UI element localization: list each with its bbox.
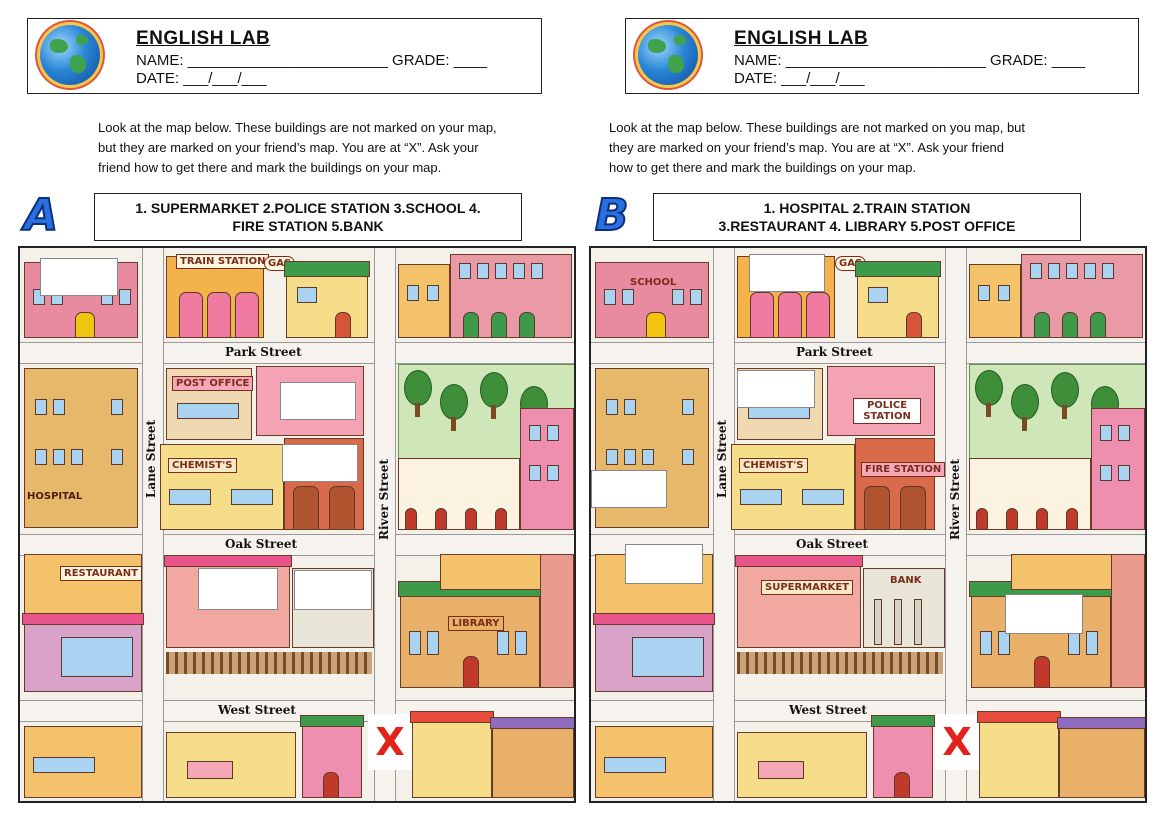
blank-label-box [591, 470, 667, 508]
river-street-label: River Street [377, 459, 391, 540]
houses [410, 711, 494, 798]
river-street-label: River Street [948, 459, 962, 540]
fence [737, 652, 943, 674]
buildings-list: 1. HOSPITAL 2.TRAIN STATION 3.RESTAURANT… [653, 193, 1081, 241]
chemists-sign: CHEMIST'S [739, 458, 808, 473]
chemists-sign: CHEMIST'S [168, 458, 237, 473]
buildings-list: 1. SUPERMARKET 2.POLICE STATION 3.SCHOOL… [94, 193, 522, 241]
houses [977, 711, 1061, 798]
header-box: ENGLISH LAB NAME: ______________________… [27, 18, 542, 94]
building [490, 717, 574, 798]
hospital-building [24, 368, 138, 528]
factory-building [595, 726, 713, 798]
building [737, 732, 867, 798]
post-office-sign: POST OFFICE [172, 376, 254, 391]
building [450, 254, 572, 338]
school-sign: SCHOOL [630, 277, 677, 288]
building [440, 554, 546, 590]
town-map: Park Street Oak Street West Street Lane … [589, 246, 1147, 803]
building [300, 715, 364, 798]
you-are-here-x-mark: X [368, 714, 412, 770]
instructions: Look at the map below. These buildings a… [98, 120, 497, 175]
building [166, 732, 296, 798]
hospital-sign: HOSPITAL [27, 491, 83, 502]
blank-label-box [625, 544, 703, 584]
west-street-label: West Street [218, 703, 296, 717]
library-sign: LIBRARY [448, 616, 504, 631]
houses [398, 458, 520, 530]
train-station-sign: TRAIN STATION [176, 254, 270, 269]
blank-label-box [737, 370, 815, 408]
buildings-list-line1: 1. HOSPITAL 2.TRAIN STATION [763, 200, 971, 216]
blank-label-box [198, 568, 278, 610]
blank-label-box [280, 382, 356, 420]
school-building [595, 262, 709, 338]
gas-building [855, 261, 941, 338]
lane-street-label: Lane Street [715, 419, 729, 498]
fire-station-building [855, 438, 935, 530]
header-box: ENGLISH LAB NAME: ______________________… [625, 18, 1139, 94]
train-station-building [166, 256, 264, 338]
blank-label-box [282, 444, 358, 482]
west-street-label: West Street [789, 703, 867, 717]
building [22, 613, 144, 692]
blank-label-box [1005, 594, 1083, 634]
worksheet-a: ENGLISH LAB NAME: ______________________… [0, 0, 584, 821]
date-line: DATE: ___/___/___ [136, 70, 267, 87]
factory-building [24, 726, 142, 798]
lane-street-label: Lane Street [144, 419, 158, 498]
fence [166, 652, 372, 674]
river-street-road [945, 248, 967, 801]
building [520, 408, 574, 530]
instructions: Look at the map below. These buildings a… [609, 120, 1026, 175]
fire-station-sign: FIRE STATION [861, 462, 946, 477]
park-street-label: Park Street [225, 345, 302, 359]
globe-icon [40, 25, 100, 85]
restaurant-building [24, 554, 142, 620]
bank-sign: BANK [890, 575, 922, 586]
blank-label-box [294, 570, 372, 610]
building [1011, 554, 1117, 590]
building [540, 554, 574, 688]
building [593, 613, 715, 692]
houses [969, 458, 1091, 530]
buildings-list-line2: 3.RESTAURANT 4. LIBRARY 5.POST OFFICE [718, 218, 1016, 234]
title: ENGLISH LAB [136, 28, 271, 49]
chemists-building [160, 444, 284, 530]
oak-street-label: Oak Street [225, 537, 298, 551]
globe-icon [638, 25, 698, 85]
buildings-list-line2: FIRE STATION 5.BANK [232, 218, 384, 234]
building [1091, 408, 1145, 530]
date-line: DATE: ___/___/___ [734, 70, 865, 87]
name-grade-line: NAME: ________________________ GRADE: __… [734, 52, 1086, 69]
park-street-label: Park Street [796, 345, 873, 359]
building [1057, 717, 1145, 798]
restaurant-sign: RESTAURANT [60, 566, 142, 581]
building [1111, 554, 1145, 688]
river-street-road [374, 248, 396, 801]
building [398, 264, 450, 338]
buildings-list-line1: 1. SUPERMARKET 2.POLICE STATION 3.SCHOOL… [135, 200, 481, 216]
town-map: Park Street Oak Street West Street Lane … [18, 246, 576, 803]
blank-label-box [749, 254, 825, 292]
you-are-here-x-mark: X [935, 714, 979, 770]
title: ENGLISH LAB [734, 28, 869, 49]
worksheet-letter: B [594, 189, 630, 242]
bank-building [863, 568, 945, 648]
building [1021, 254, 1143, 338]
building [969, 264, 1021, 338]
worksheet-b: ENGLISH LAB NAME: ______________________… [585, 0, 1169, 821]
library-building [398, 581, 542, 688]
chemists-building [731, 444, 855, 530]
worksheet-letter: A [23, 189, 59, 242]
building [871, 715, 935, 798]
police-station-sign: POLICE STATION [853, 398, 921, 424]
supermarket-building [735, 555, 863, 648]
blank-label-box [40, 258, 118, 296]
supermarket-sign: SUPERMARKET [761, 580, 853, 595]
gas-building [284, 261, 370, 338]
oak-street-label: Oak Street [796, 537, 869, 551]
name-grade-line: NAME: ________________________ GRADE: __… [136, 52, 488, 69]
